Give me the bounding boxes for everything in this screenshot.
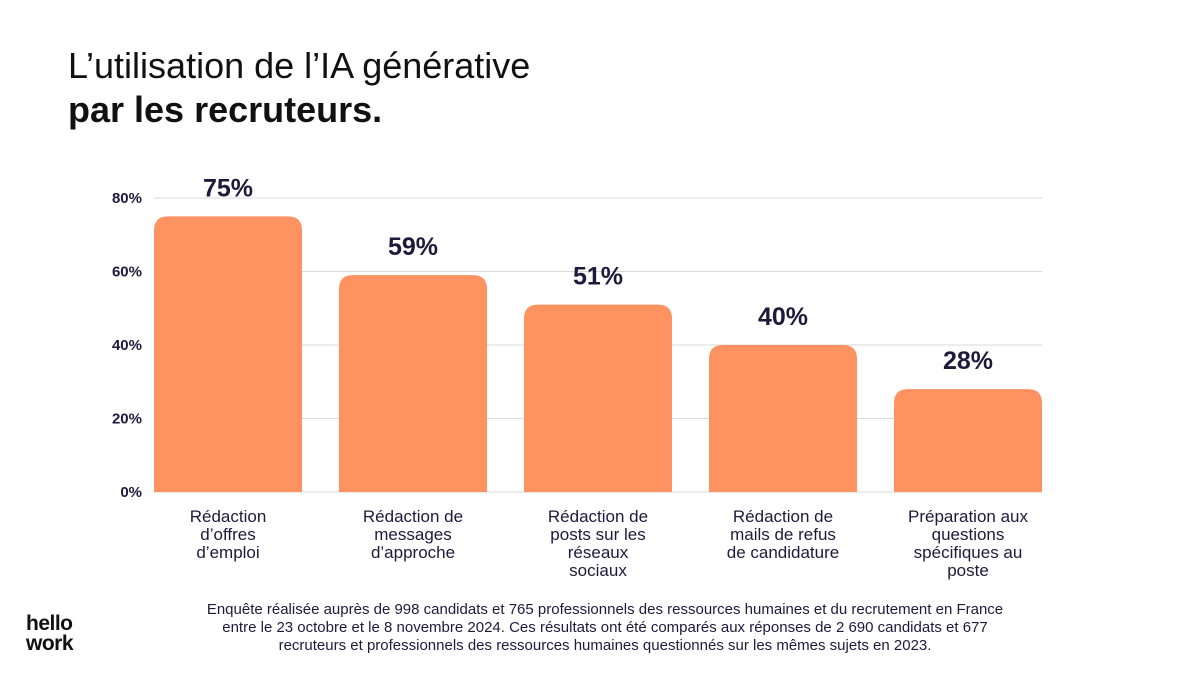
- category-label-line: réseaux: [568, 543, 629, 562]
- logo-line1: hello: [26, 612, 73, 635]
- category-label: Rédaction de mails de refus de candidature: [727, 507, 839, 562]
- category-label: Préparation aux questions spécifiques au po…: [908, 507, 1029, 580]
- bar-value-label: 40%: [758, 303, 808, 331]
- bar-value-label: 28%: [943, 347, 993, 375]
- category-label-line: poste: [947, 561, 989, 580]
- category-label-line: de candidature: [727, 543, 839, 562]
- category-label-line: questions: [932, 525, 1005, 544]
- y-tick-label: 40%: [112, 337, 142, 354]
- category-label-line: d’emploi: [196, 543, 259, 562]
- bar: [524, 304, 672, 492]
- category-label-line: sociaux: [569, 561, 627, 580]
- category-label-line: Rédaction de: [363, 507, 463, 526]
- category-label-line: d’approche: [371, 543, 455, 562]
- logo-line2: work: [26, 632, 74, 655]
- footnote-line: entre le 23 octobre et le 8 novembre 202…: [222, 619, 988, 636]
- y-tick-label: 20%: [112, 411, 142, 428]
- bar: [709, 345, 857, 492]
- chart-title-line1: L’utilisation de l’IA générative: [68, 45, 531, 86]
- bar-value-label: 75%: [203, 174, 253, 202]
- category-label: Rédaction de posts sur les réseaux sociaux: [548, 507, 648, 580]
- bar-value-label: 59%: [388, 233, 438, 261]
- category-label-line: Rédaction de: [548, 507, 648, 526]
- footnote-line: recruteurs et professionnels des ressour…: [278, 637, 932, 654]
- category-label: Rédaction d’offres d’emploi: [190, 507, 267, 562]
- chart-title: L’utilisation de l’IA générative par les…: [68, 44, 530, 132]
- bar: [894, 389, 1042, 492]
- y-tick-label: 80%: [112, 190, 142, 207]
- y-tick-label: 0%: [120, 484, 142, 501]
- category-label-line: Rédaction de: [733, 507, 833, 526]
- footnote-line: Enquête réalisée auprès de 998 candidats…: [206, 601, 1004, 618]
- chart-title-line2: par les recruteurs.: [68, 89, 383, 130]
- bar: [339, 275, 487, 492]
- bar: [154, 216, 302, 492]
- category-label-line: d’offres: [200, 525, 255, 544]
- y-tick-label: 60%: [112, 264, 142, 281]
- category-label-line: messages: [374, 525, 451, 544]
- bar-value-label: 51%: [573, 263, 623, 291]
- footnote: Enquête réalisée auprès de 998 candidats…: [150, 601, 1060, 655]
- hellowork-logo: hello work: [26, 612, 74, 655]
- category-label-line: spécifiques au: [914, 543, 1023, 562]
- category-label: Rédaction de messages d’approche: [363, 507, 463, 562]
- bar-chart: 0% 20% 40% 60% 80% 75% Rédaction d’offres d’empl…: [112, 174, 1042, 580]
- category-label-line: Rédaction: [190, 507, 267, 526]
- category-label-line: posts sur les: [550, 525, 645, 544]
- category-label-line: Préparation aux: [908, 507, 1029, 526]
- category-label-line: mails de refus: [730, 525, 836, 544]
